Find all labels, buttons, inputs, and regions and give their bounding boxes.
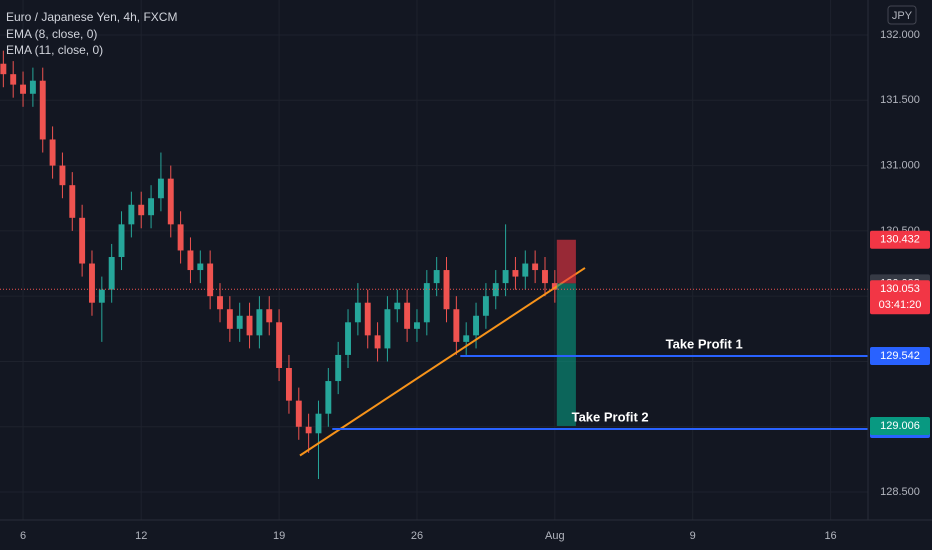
take-profit-label: Take Profit 1	[666, 336, 743, 351]
candle-body	[482, 296, 489, 316]
candle-body	[39, 80, 46, 140]
level-badge-label: 129.542	[880, 350, 920, 362]
candle-body	[453, 309, 460, 342]
candle-body	[522, 263, 529, 277]
plot: Take Profit 1 Take Profit 2	[0, 50, 868, 479]
x-tick-label: 16	[824, 530, 836, 542]
candle-body	[217, 296, 223, 310]
candle-body	[551, 283, 558, 290]
chart-title: Euro / Japanese Yen, 4h, FXCM	[6, 10, 177, 24]
candle-body	[118, 224, 125, 257]
candle-body	[345, 322, 351, 355]
countdown-label: 03:41:20	[879, 299, 922, 311]
target-zone	[556, 283, 576, 426]
candle-body	[266, 309, 273, 323]
candle-body	[256, 309, 263, 336]
candle-body	[236, 315, 243, 329]
candle-body	[98, 289, 105, 303]
x-tick-label: 12	[135, 530, 147, 542]
candle-body	[285, 367, 292, 401]
candle-body	[315, 413, 322, 434]
candle-body	[128, 204, 135, 225]
candle-body	[187, 250, 194, 271]
candle-body	[20, 84, 26, 94]
candle-body	[394, 302, 401, 310]
x-tick-label: Aug	[545, 530, 565, 542]
candle-body	[335, 354, 342, 382]
candle-body	[167, 178, 174, 225]
candle-body	[433, 270, 440, 284]
stop-zone	[556, 239, 576, 284]
candle-body	[532, 263, 539, 271]
candle-body	[177, 224, 184, 251]
candle-body	[276, 322, 283, 368]
candle-body	[384, 309, 391, 349]
candle-body	[0, 63, 7, 75]
candle-body	[354, 302, 361, 323]
candle-body	[79, 217, 86, 264]
candle-body	[246, 315, 253, 336]
candle-body	[414, 322, 420, 329]
candle-body	[148, 198, 155, 216]
candle-body	[207, 263, 214, 297]
candle-body	[325, 381, 332, 414]
candle-body	[69, 185, 76, 218]
x-tick-label: 9	[690, 530, 696, 542]
candle-body	[305, 426, 312, 434]
candle-body	[59, 165, 66, 186]
candle-body	[197, 263, 204, 271]
candle-body	[512, 270, 519, 277]
target-badge-label: 129.006	[880, 420, 920, 432]
currency-box[interactable]	[887, 5, 917, 25]
candle-body	[295, 400, 302, 427]
currency-label[interactable]: JPY	[892, 10, 913, 22]
x-tick-label: 26	[411, 530, 423, 542]
candle-body	[89, 263, 95, 303]
candle-body	[364, 302, 371, 336]
axes: 6121926Aug916132.000131.500131.000130.50…	[20, 29, 930, 542]
y-tick-label: 131.500	[880, 94, 920, 106]
candle-body	[404, 302, 411, 329]
y-tick-label: 131.000	[880, 159, 920, 171]
level-badge	[870, 346, 930, 365]
trendline	[299, 267, 586, 457]
candle-body	[10, 74, 17, 85]
stop-badge	[870, 230, 930, 249]
take-profit-label: Take Profit 2	[572, 409, 649, 424]
target-badge	[870, 416, 930, 435]
indicator-label: EMA (8, close, 0)	[6, 27, 97, 41]
y-tick-label: 128.500	[880, 486, 920, 498]
candle-body	[423, 283, 430, 323]
stop-badge-label: 130.432	[880, 234, 920, 246]
grid	[0, 0, 868, 520]
candle-body	[49, 139, 56, 166]
candle-body	[226, 309, 233, 329]
last-price-badge-label: 130.053	[880, 283, 920, 295]
x-tick-label: 19	[273, 530, 285, 542]
x-tick-label: 6	[20, 530, 26, 542]
candle-body	[542, 270, 548, 284]
candle-body	[29, 80, 36, 94]
candle-body	[502, 270, 509, 284]
candle-body	[108, 256, 115, 290]
candle-body	[157, 178, 164, 199]
candle-body	[463, 335, 470, 342]
last-price-badge	[870, 280, 930, 315]
candle-body	[138, 204, 145, 216]
y-tick-label: 132.000	[880, 29, 920, 41]
candle-body	[443, 270, 450, 310]
indicator-label: EMA (11, close, 0)	[6, 43, 103, 57]
candle-body	[473, 315, 480, 336]
candle-body	[374, 335, 381, 349]
